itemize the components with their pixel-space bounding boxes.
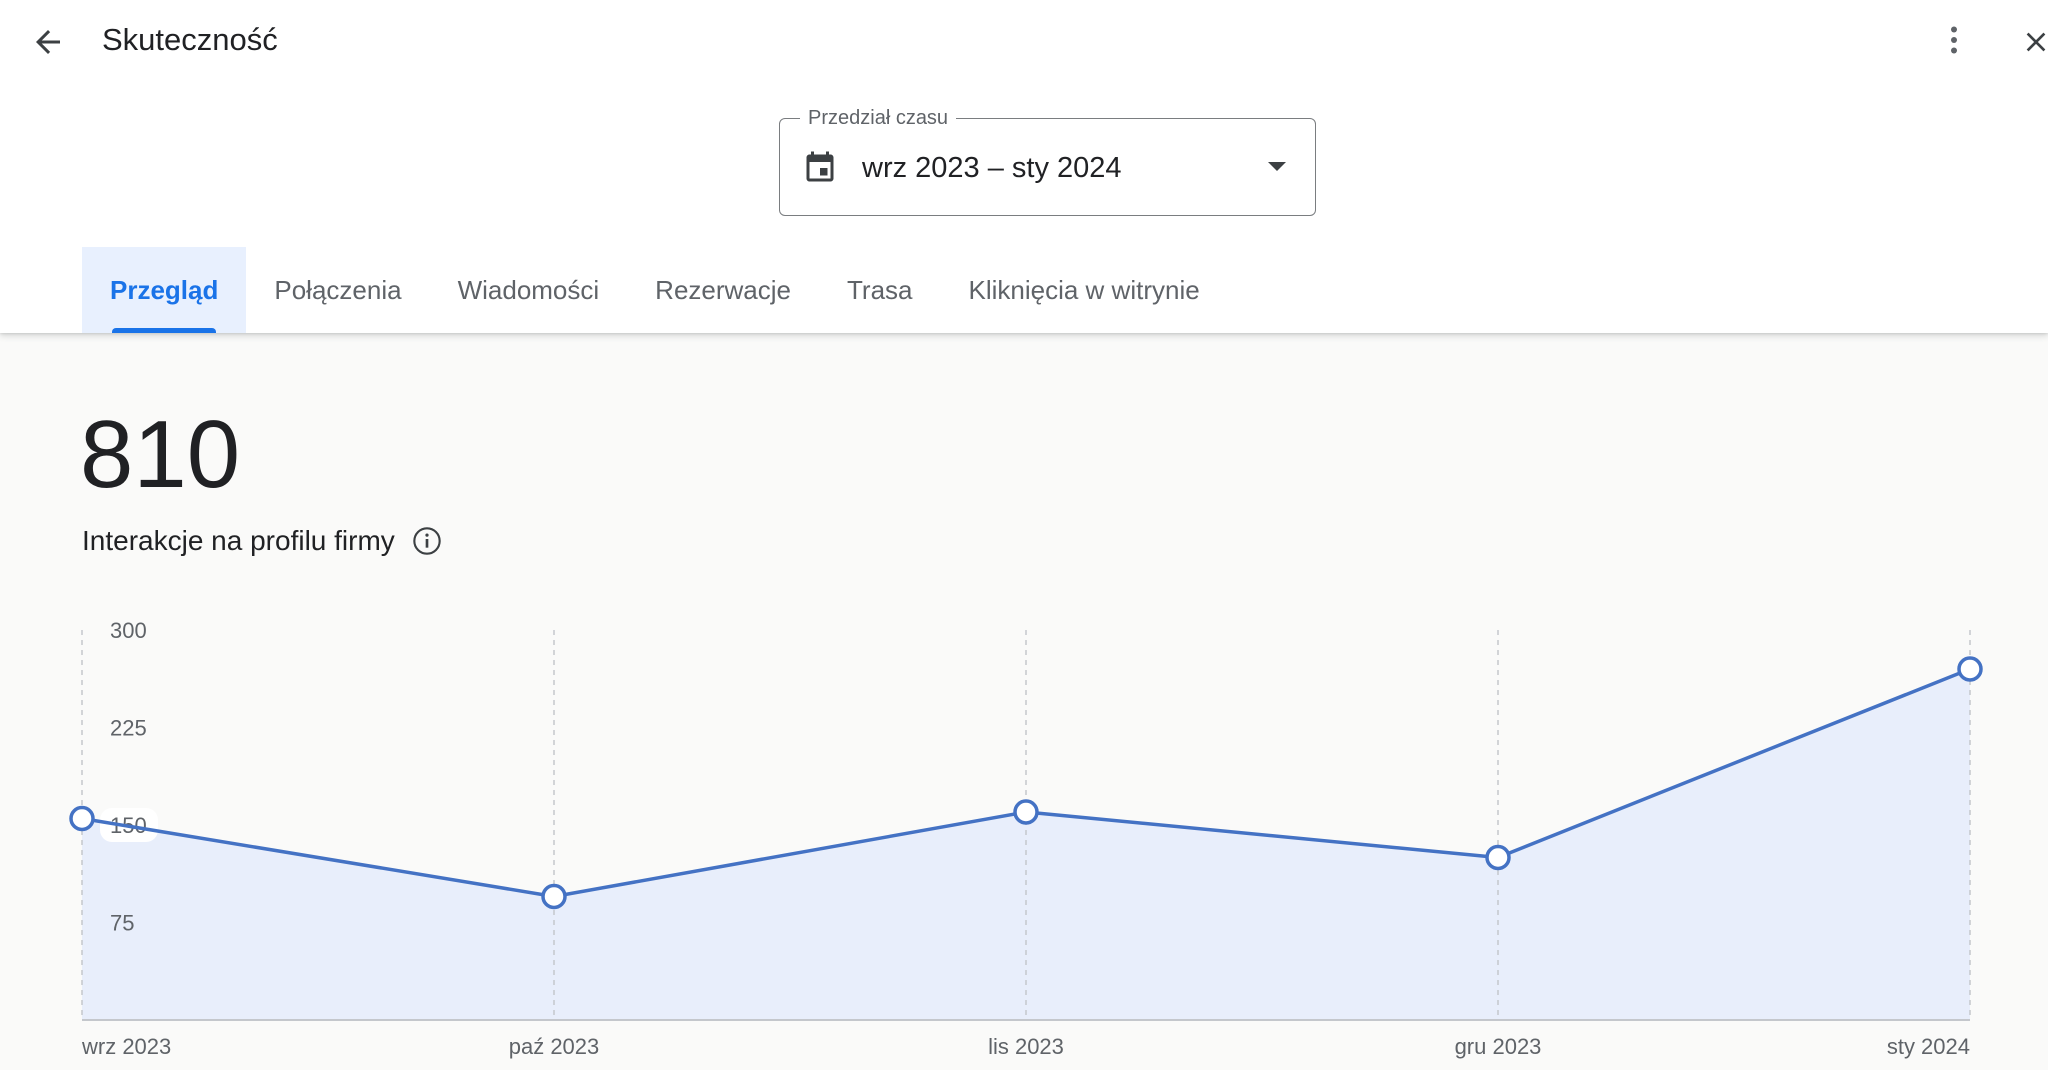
info-icon[interactable] bbox=[411, 525, 443, 557]
chart-data-point bbox=[1485, 844, 1511, 871]
active-tab-indicator bbox=[112, 328, 217, 333]
y-tick-label: 300 bbox=[110, 618, 147, 643]
tab-label: Kliknięcia w witrynie bbox=[968, 274, 1200, 305]
chart-data-point bbox=[1013, 799, 1039, 825]
tab-directions[interactable]: Trasa bbox=[819, 247, 941, 333]
tab-overview[interactable]: Przegląd bbox=[82, 247, 247, 333]
arrow-back-icon bbox=[36, 30, 60, 54]
date-range-value: wrz 2023 – sty 2024 bbox=[862, 152, 1122, 184]
tab-bookings[interactable]: Rezerwacje bbox=[627, 247, 819, 333]
top-app-bar: Skuteczność Przedział czasu wrz 2023 – s… bbox=[0, 0, 2048, 333]
more-vert-icon bbox=[1951, 26, 1957, 54]
x-tick-label: lis 2023 bbox=[988, 1034, 1064, 1059]
x-tick-label: gru 2023 bbox=[1455, 1034, 1542, 1059]
page-title: Skuteczność bbox=[102, 22, 278, 57]
dropdown-arrow-icon bbox=[1268, 162, 1286, 171]
tab-label: Wiadomości bbox=[457, 274, 600, 305]
x-tick-label: paź 2023 bbox=[509, 1034, 600, 1059]
close-button[interactable] bbox=[2012, 14, 2048, 70]
tab-website-clicks[interactable]: Kliknięcia w witrynie bbox=[941, 247, 1228, 333]
tab-calls[interactable]: Połączenia bbox=[246, 247, 429, 333]
back-button[interactable] bbox=[20, 14, 76, 70]
chart-data-point bbox=[541, 883, 567, 910]
date-range-select[interactable]: Przedział czasu wrz 2023 – sty 2024 bbox=[779, 105, 1316, 216]
calendar-icon bbox=[806, 151, 834, 182]
close-icon bbox=[2026, 32, 2046, 52]
x-tick-label: wrz 2023 bbox=[81, 1034, 171, 1059]
more-options-button[interactable] bbox=[1930, 12, 1978, 68]
metric-label: Interakcje na profilu firmy bbox=[82, 521, 443, 561]
tab-messages[interactable]: Wiadomości bbox=[430, 247, 628, 333]
y-tick-label: 75 bbox=[110, 911, 134, 936]
date-range-label: Przedział czasu bbox=[800, 105, 957, 131]
tab-label: Połączenia bbox=[274, 274, 402, 305]
chart-data-point bbox=[1957, 656, 1983, 682]
y-tick-label: 225 bbox=[110, 716, 147, 741]
x-tick-label: sty 2024 bbox=[1887, 1034, 1970, 1059]
tab-bar: Przegląd Połączenia Wiadomości Rezerwacj… bbox=[82, 247, 1228, 333]
chart-data-point bbox=[69, 805, 95, 832]
tab-label: Rezerwacje bbox=[655, 274, 791, 305]
metric-label-text: Interakcje na profilu firmy bbox=[82, 525, 395, 556]
tab-label: Przegląd bbox=[110, 274, 219, 305]
tab-label: Trasa bbox=[847, 274, 913, 305]
total-interactions-value: 810 bbox=[80, 401, 241, 508]
